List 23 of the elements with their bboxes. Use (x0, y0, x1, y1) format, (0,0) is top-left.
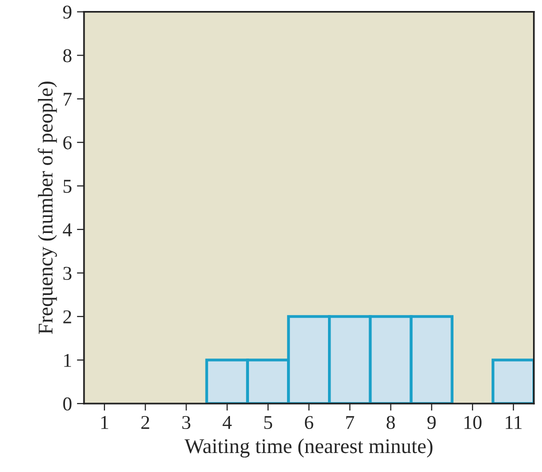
x-tick-label: 11 (506, 416, 522, 429)
y-tick-label: 7 (64, 92, 72, 106)
y-tick-label: 1 (64, 354, 72, 367)
y-tick-label: 9 (63, 6, 72, 19)
x-tick-label: 2 (141, 416, 150, 429)
x-tick-label: 3 (182, 416, 190, 430)
x-tick-label: 5 (264, 416, 272, 430)
y-tick-label: 5 (64, 180, 72, 193)
y-tick-label: 0 (63, 397, 72, 410)
y-axis-title: Frequency (number of people) (38, 82, 57, 334)
x-tick-label: 9 (427, 416, 436, 430)
x-tick-label: 6 (304, 416, 314, 430)
x-axis-title: Waiting time (nearest minute) (184, 438, 432, 458)
y-tick-label: 3 (63, 266, 72, 280)
x-tick-label: 10 (464, 416, 482, 430)
x-tick-label: 7 (346, 416, 354, 429)
y-tick-label: 8 (63, 49, 72, 62)
x-tick-label: 4 (222, 416, 232, 429)
y-tick-label: 2 (63, 310, 72, 324)
x-tick-label: 8 (386, 416, 395, 430)
x-tick-label: 1 (101, 416, 108, 429)
y-tick-label: 4 (62, 223, 72, 236)
y-tick-label: 6 (63, 136, 72, 150)
